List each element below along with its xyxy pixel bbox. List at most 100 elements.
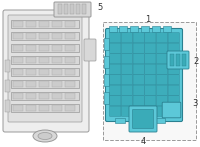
FancyBboxPatch shape	[121, 75, 133, 85]
FancyBboxPatch shape	[84, 39, 96, 61]
Bar	[52, 45, 62, 51]
Bar	[65, 93, 75, 99]
FancyBboxPatch shape	[156, 85, 168, 95]
Bar	[65, 81, 75, 87]
Bar	[65, 57, 75, 63]
Bar	[39, 45, 49, 51]
FancyBboxPatch shape	[156, 54, 168, 64]
FancyBboxPatch shape	[156, 75, 168, 85]
Bar	[52, 33, 62, 39]
Bar	[26, 57, 36, 63]
Text: 3: 3	[192, 98, 197, 107]
FancyBboxPatch shape	[133, 106, 144, 116]
FancyBboxPatch shape	[110, 75, 121, 85]
FancyBboxPatch shape	[145, 64, 156, 74]
Bar	[65, 45, 75, 51]
Bar	[13, 21, 23, 27]
Bar	[13, 105, 23, 111]
FancyBboxPatch shape	[110, 96, 121, 106]
FancyBboxPatch shape	[145, 85, 156, 95]
Bar	[64, 4, 68, 14]
FancyBboxPatch shape	[110, 106, 121, 116]
Bar	[13, 93, 23, 99]
FancyBboxPatch shape	[156, 43, 168, 53]
FancyBboxPatch shape	[156, 96, 168, 106]
FancyBboxPatch shape	[168, 75, 179, 85]
FancyBboxPatch shape	[121, 43, 133, 53]
Bar	[104, 56, 109, 68]
Bar	[26, 105, 36, 111]
FancyBboxPatch shape	[168, 64, 179, 74]
Bar	[26, 69, 36, 75]
Bar	[39, 81, 49, 87]
Bar	[52, 57, 62, 63]
Bar	[39, 69, 49, 75]
FancyBboxPatch shape	[121, 64, 133, 74]
Bar	[65, 21, 75, 27]
FancyBboxPatch shape	[145, 54, 156, 64]
Bar	[163, 26, 171, 32]
Bar	[11, 32, 79, 40]
FancyBboxPatch shape	[133, 85, 144, 95]
Bar	[5, 100, 10, 112]
Bar	[52, 105, 62, 111]
FancyBboxPatch shape	[168, 33, 179, 43]
FancyBboxPatch shape	[110, 33, 121, 43]
Bar	[70, 4, 74, 14]
FancyBboxPatch shape	[133, 33, 144, 43]
Bar	[65, 69, 75, 75]
FancyBboxPatch shape	[168, 85, 179, 95]
FancyBboxPatch shape	[168, 54, 179, 64]
Bar	[104, 92, 109, 104]
Bar	[26, 81, 36, 87]
Bar	[65, 33, 75, 39]
Bar	[141, 26, 149, 32]
FancyBboxPatch shape	[110, 85, 121, 95]
FancyBboxPatch shape	[133, 96, 144, 106]
FancyBboxPatch shape	[121, 33, 133, 43]
Bar	[109, 26, 117, 32]
Ellipse shape	[33, 130, 57, 142]
FancyBboxPatch shape	[167, 51, 189, 69]
Bar	[26, 33, 36, 39]
FancyBboxPatch shape	[8, 15, 82, 122]
Bar	[13, 45, 23, 51]
FancyBboxPatch shape	[129, 106, 157, 132]
Bar	[135, 118, 145, 123]
Bar	[52, 21, 62, 27]
Ellipse shape	[38, 132, 52, 140]
Bar	[13, 33, 23, 39]
Bar	[39, 93, 49, 99]
Bar	[5, 60, 10, 72]
Bar	[11, 68, 79, 76]
Bar	[11, 92, 79, 100]
Bar	[39, 105, 49, 111]
Bar	[104, 38, 109, 50]
Bar	[11, 20, 79, 28]
Text: 5: 5	[97, 4, 102, 12]
Text: 1: 1	[145, 15, 151, 25]
FancyBboxPatch shape	[121, 54, 133, 64]
Bar	[170, 54, 174, 66]
FancyBboxPatch shape	[145, 106, 156, 116]
FancyBboxPatch shape	[145, 75, 156, 85]
FancyBboxPatch shape	[133, 64, 144, 74]
FancyBboxPatch shape	[110, 54, 121, 64]
Bar	[130, 26, 138, 32]
Bar	[103, 22, 196, 140]
Bar	[155, 118, 165, 123]
FancyBboxPatch shape	[133, 75, 144, 85]
FancyBboxPatch shape	[156, 106, 168, 116]
Bar	[82, 4, 86, 14]
Bar	[52, 69, 62, 75]
Bar	[5, 80, 10, 92]
Bar	[13, 81, 23, 87]
Bar	[152, 26, 160, 32]
FancyBboxPatch shape	[110, 43, 121, 53]
Bar	[13, 69, 23, 75]
FancyBboxPatch shape	[162, 102, 181, 118]
FancyBboxPatch shape	[133, 54, 144, 64]
Bar	[58, 4, 62, 14]
FancyBboxPatch shape	[110, 64, 121, 74]
Bar	[11, 56, 79, 64]
